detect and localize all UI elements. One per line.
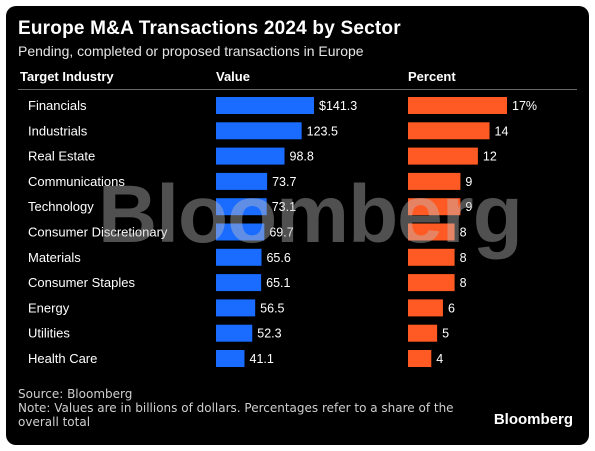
category-label: Consumer Staples	[28, 275, 135, 290]
chart-card: Europe M&A Transactions 2024 by Sector P…	[6, 6, 589, 445]
bar-table-chart: Financials $141.3 17% Industrials 123.5 14 Rea…	[28, 97, 537, 367]
value-data-label: 69.7	[269, 226, 293, 240]
percent-bar	[408, 172, 461, 190]
header-percent: Percent	[408, 69, 456, 84]
percent-data-label: 8	[460, 251, 467, 265]
value-data-label: 56.5	[260, 301, 284, 315]
percent-bar	[408, 97, 507, 114]
percent-bar	[408, 223, 455, 241]
value-bar	[216, 147, 285, 165]
percent-bar	[408, 350, 432, 367]
percent-bar	[408, 147, 478, 165]
value-data-label: $141.3	[319, 99, 357, 113]
value-data-label: 52.3	[257, 327, 281, 341]
value-bar	[216, 299, 256, 317]
percent-bar	[408, 274, 455, 292]
value-data-label: 73.1	[272, 200, 296, 214]
percent-data-label: 9	[465, 175, 472, 189]
header-divider	[18, 89, 577, 90]
percent-bar	[408, 122, 490, 140]
value-bar	[216, 97, 314, 114]
value-data-label: 98.8	[290, 150, 314, 164]
value-bar	[216, 198, 267, 216]
value-data-label: 41.1	[250, 352, 274, 366]
value-bar	[216, 122, 302, 140]
chart-subtitle: Pending, completed or proposed transacti…	[18, 43, 364, 59]
percent-bar	[408, 299, 443, 317]
percent-data-label: 8	[460, 276, 467, 290]
value-data-label: 123.5	[307, 124, 338, 138]
category-label: Materials	[28, 250, 81, 265]
percent-data-label: 17%	[512, 99, 537, 113]
category-label: Real Estate	[28, 149, 95, 164]
percent-bar	[408, 248, 455, 266]
value-bar	[216, 274, 262, 292]
value-bar	[216, 248, 262, 266]
percent-data-label: 9	[465, 200, 472, 214]
category-label: Health Care	[28, 351, 97, 366]
percent-data-label: 6	[448, 301, 455, 315]
bloomberg-logo: Bloomberg	[493, 411, 573, 428]
category-label: Technology	[28, 199, 94, 214]
percent-data-label: 4	[436, 352, 443, 366]
value-bar	[216, 172, 268, 190]
category-label: Financials	[28, 98, 87, 113]
header-target-industry: Target Industry	[20, 69, 114, 84]
percent-bar	[408, 324, 438, 342]
header-value: Value	[216, 69, 250, 84]
footnote: Note: Values are in billions of dollars.…	[18, 401, 454, 429]
percent-data-label: 12	[483, 150, 497, 164]
value-bar	[216, 350, 245, 367]
percent-data-label: 5	[442, 327, 449, 341]
chart-title: Europe M&A Transactions 2024 by Sector	[18, 18, 401, 39]
category-label: Consumer Discretionary	[28, 225, 168, 240]
value-bar	[216, 324, 253, 342]
source-note: Source: Bloomberg	[18, 387, 133, 401]
category-label: Utilities	[28, 326, 70, 341]
value-data-label: 73.7	[272, 175, 296, 189]
category-label: Communications	[28, 174, 125, 189]
value-data-label: 65.6	[266, 251, 290, 265]
value-bar	[216, 223, 265, 241]
value-data-label: 65.1	[266, 276, 290, 290]
category-label: Industrials	[28, 123, 88, 138]
percent-bar	[408, 198, 461, 216]
percent-data-label: 8	[460, 226, 467, 240]
percent-data-label: 14	[495, 124, 509, 138]
category-label: Energy	[28, 300, 70, 315]
